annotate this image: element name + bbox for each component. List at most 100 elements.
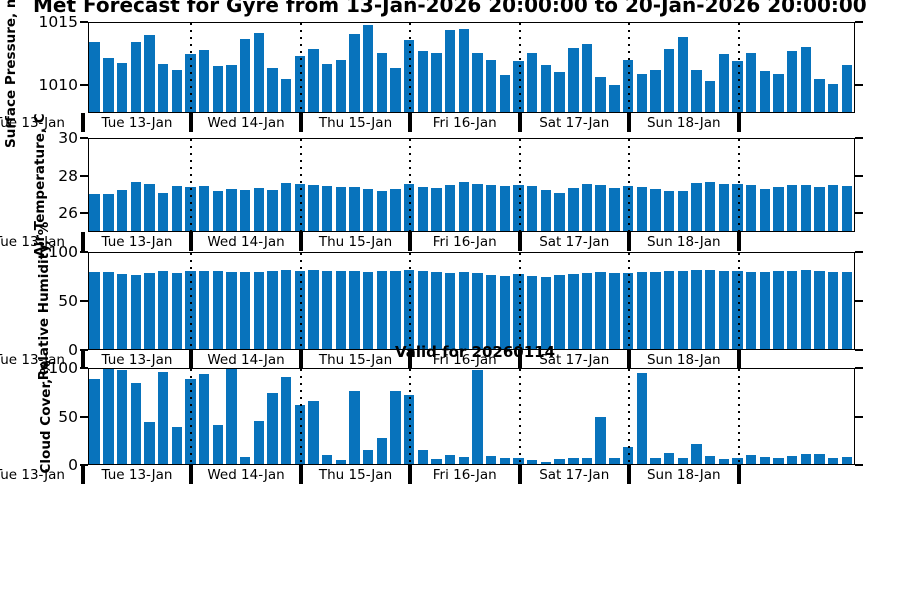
day-tick-mark [299, 113, 303, 132]
bar [732, 61, 743, 112]
bar [130, 182, 141, 231]
xtick-day-label: Fri 16-Jan [432, 234, 497, 250]
bar [308, 270, 319, 349]
bar [636, 73, 647, 112]
xtick-day-label: Thu 15-Jan [318, 115, 393, 131]
bar [363, 449, 374, 464]
day-tick-mark [408, 232, 412, 251]
bar [814, 271, 825, 349]
day-boundary-gridline [300, 253, 303, 349]
bar [103, 57, 114, 112]
ytick-mark-left [80, 137, 88, 139]
bar [321, 185, 333, 231]
bar [239, 189, 251, 231]
bar [513, 185, 524, 231]
bar [677, 271, 688, 349]
ytick-mark-right [855, 84, 863, 87]
bar [786, 185, 798, 231]
bar [404, 394, 415, 464]
xtick-day-label: Sat 17-Jan [539, 467, 610, 483]
bar [773, 186, 784, 231]
bar [130, 41, 141, 112]
bar [144, 273, 155, 349]
bar [609, 458, 620, 464]
figure-title: Met Forecast for Gyre from 13-Jan-2026 2… [33, 0, 867, 17]
ytick-label: 1010 [38, 76, 78, 95]
xtick-day-label: Wed 14-Jan [207, 115, 285, 131]
bar [841, 457, 853, 464]
bar [800, 453, 811, 464]
day-tick-mark [736, 232, 741, 251]
day-boundary-gridline [628, 369, 631, 464]
xtick-day-label: Tue 13-Jan [101, 234, 173, 250]
bar [691, 270, 702, 349]
bar [581, 184, 593, 231]
bar [718, 53, 729, 112]
bar [718, 459, 729, 464]
ytick-label: 50 [58, 292, 78, 310]
bar [745, 185, 757, 231]
bar [103, 272, 114, 349]
bar [280, 183, 292, 231]
bar [732, 271, 743, 349]
xtick-day-label: Thu 15-Jan [318, 234, 393, 250]
bar [499, 276, 511, 349]
bar [568, 274, 579, 349]
bar [226, 272, 237, 349]
bar [745, 455, 757, 464]
bar [568, 47, 579, 112]
xtick-day-label-clipped: Tue 13-Jan [0, 352, 65, 368]
ytick-label: 0 [68, 456, 78, 474]
bar [349, 34, 360, 112]
day-boundary-gridline [409, 139, 412, 231]
ytick-mark-right [855, 251, 863, 253]
day-tick-mark [627, 350, 631, 369]
xtick-day-label: Sun 18-Jan [646, 352, 721, 368]
day-tick-mark [189, 465, 193, 484]
ytick-mark-right [855, 21, 863, 23]
bar [335, 186, 347, 231]
bar [130, 275, 141, 349]
day-tick-mark [189, 113, 193, 132]
bar [827, 185, 839, 231]
bar [335, 271, 347, 349]
day-tick-mark [736, 113, 741, 132]
bar [472, 52, 483, 112]
bar [390, 390, 401, 464]
bar [267, 392, 278, 464]
bar [89, 41, 100, 112]
bar [417, 271, 429, 349]
bar [294, 271, 306, 349]
bar [349, 271, 360, 349]
plot-area [88, 368, 855, 465]
bar [171, 185, 182, 231]
bar [349, 390, 360, 464]
bar [841, 185, 853, 231]
bar [308, 48, 319, 112]
xtick-day-label: Wed 14-Jan [207, 467, 285, 483]
bar [280, 376, 292, 464]
bar [116, 62, 128, 112]
plot-area [88, 22, 855, 113]
bar [458, 272, 470, 349]
day-tick-mark [736, 350, 741, 369]
bar [157, 271, 169, 349]
bar [663, 271, 675, 349]
bar [144, 422, 155, 464]
valid-date-note: Valid for 20260114 [394, 343, 556, 361]
plot-area [88, 252, 855, 350]
day-tick-mark [517, 232, 522, 251]
bar [540, 462, 552, 464]
bar [404, 270, 415, 349]
day-boundary-gridline [409, 23, 412, 112]
bar [253, 421, 264, 464]
bar [691, 444, 702, 464]
bar [157, 371, 169, 464]
bar [294, 56, 306, 112]
bar [554, 275, 565, 349]
bar [171, 273, 182, 349]
bar [89, 194, 100, 231]
ytick-mark-right [855, 464, 863, 466]
day-boundary-gridline [628, 139, 631, 231]
bar [198, 373, 210, 464]
